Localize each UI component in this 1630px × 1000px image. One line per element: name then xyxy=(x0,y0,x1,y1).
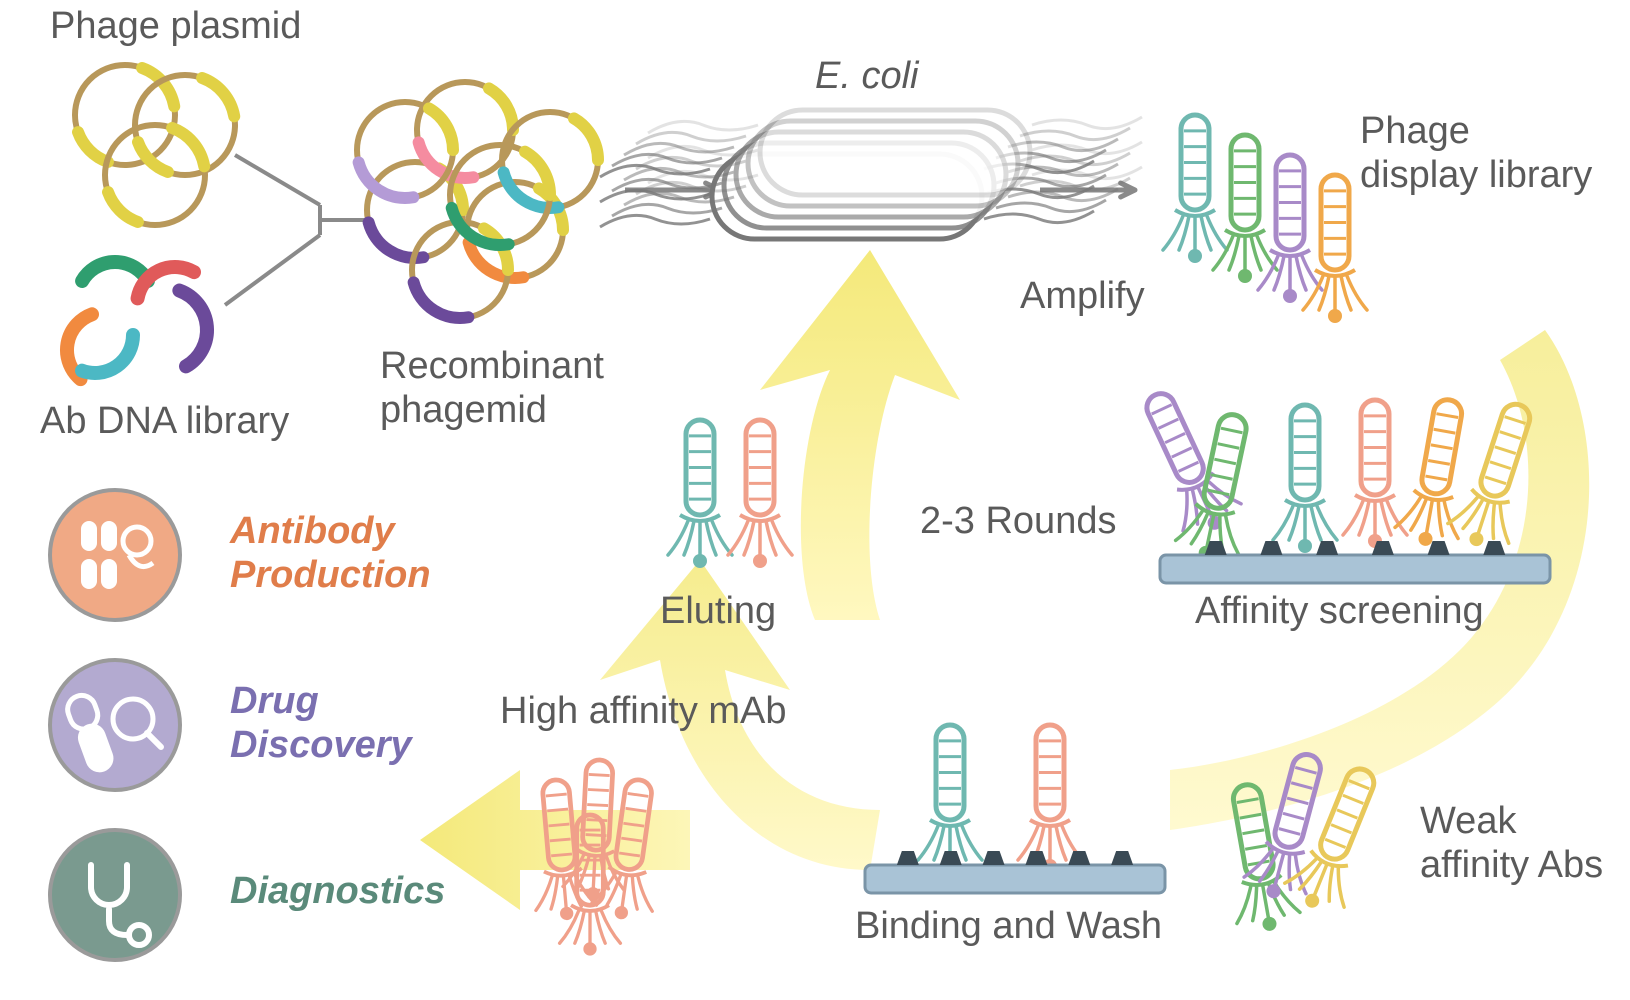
label-recombinant: Recombinant phagemid xyxy=(380,345,604,432)
label-phage-plasmid: Phage plasmid xyxy=(50,5,301,49)
label-weak-affinity: Weak affinity Abs xyxy=(1420,800,1603,887)
label-affinity-screen: Affinity screening xyxy=(1195,590,1484,634)
label-high-affinity: High affinity mAb xyxy=(500,690,787,734)
label-display-library: Phage display library xyxy=(1360,110,1592,197)
label-eluting: Eluting xyxy=(660,590,776,634)
label-app-diagnostics: Diagnostics xyxy=(230,870,445,914)
label-amplify: Amplify xyxy=(1020,275,1145,319)
label-app-antibody: Antibody Production xyxy=(230,510,431,597)
label-rounds: 2-3 Rounds xyxy=(920,500,1116,544)
label-ecoli: E. coli xyxy=(815,55,918,99)
label-ab-dna-library: Ab DNA library xyxy=(40,400,289,444)
label-binding-wash: Binding and Wash xyxy=(855,905,1162,949)
label-app-drug: Drug Discovery xyxy=(230,680,412,767)
